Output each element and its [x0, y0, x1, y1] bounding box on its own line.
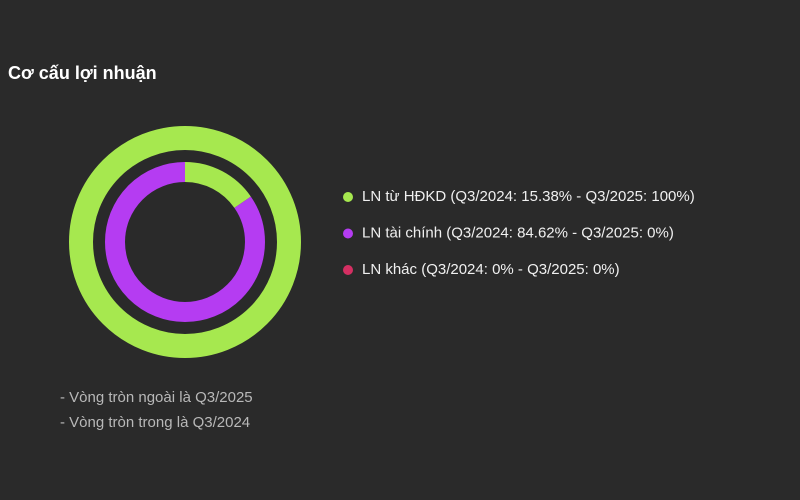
legend-label: LN từ HĐKD (Q3/2024: 15.38% - Q3/2025: 1…	[362, 188, 695, 205]
legend-marker	[343, 265, 353, 275]
chart-title: Cơ cấu lợi nhuận	[8, 63, 157, 83]
donut-segment	[69, 126, 301, 358]
legend-label: LN khác (Q3/2024: 0% - Q3/2025: 0%)	[362, 261, 620, 278]
note: - Vòng tròn ngoài là Q3/2025	[60, 389, 253, 406]
donut-segment	[105, 162, 265, 322]
legend-label: LN tài chính (Q3/2024: 84.62% - Q3/2025:…	[362, 224, 674, 241]
legend-marker	[343, 192, 353, 202]
note: - Vòng tròn trong là Q3/2024	[60, 414, 250, 431]
legend-marker	[343, 228, 353, 239]
